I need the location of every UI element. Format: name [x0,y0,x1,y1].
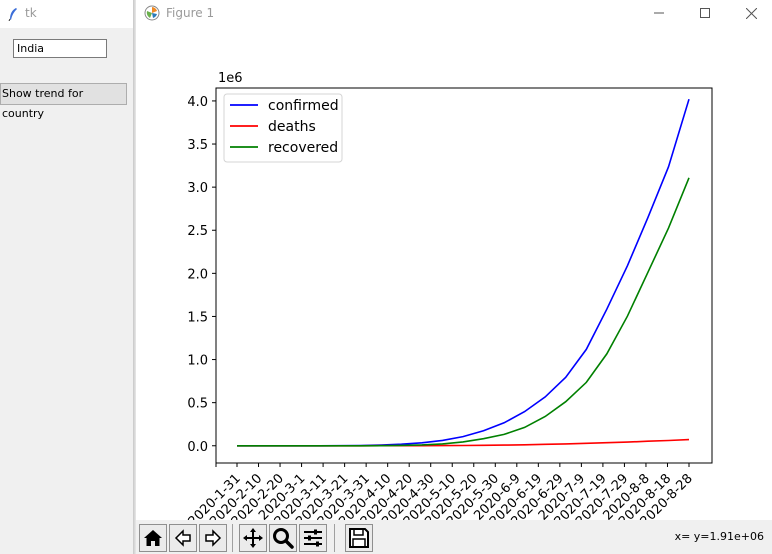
configure-subplots-button[interactable] [299,524,327,552]
save-button[interactable] [345,524,373,552]
y-tick-label: 3.5 [187,138,208,153]
tk-title: tk [25,6,37,20]
maximize-button[interactable] [682,0,728,26]
tk-window: tk India Show trend for country [0,0,135,554]
legend-label: recovered [268,140,338,156]
minimize-icon [654,12,664,14]
minimize-button[interactable] [636,0,682,26]
forward-button[interactable] [199,524,227,552]
show-trend-button[interactable]: Show trend for country [0,83,127,120]
y-offset-label: 1e6 [218,71,243,86]
tk-titlebar: tk [0,0,135,28]
figure-title: Figure 1 [166,6,215,20]
cursor-coordinates: x= y=1.91e+06 [674,530,764,543]
legend-box [223,93,343,163]
zoom-button[interactable] [269,524,297,552]
toolbar-separator [232,524,233,552]
legend-label: deaths [268,119,316,135]
series-line-recovered [237,177,690,447]
feather-icon [8,8,17,21]
y-tick-label: 4.0 [187,95,208,110]
home-button[interactable] [139,524,167,552]
toolbar-separator [334,524,335,552]
window-shadow [133,0,136,554]
y-tick-label: 3.0 [187,181,208,196]
pan-button[interactable] [239,524,267,552]
y-tick-label: 1.0 [187,354,208,369]
matplotlib-icon [144,5,160,21]
maximize-icon [700,8,710,18]
y-tick-label: 2.0 [187,267,208,282]
save-icon [349,528,369,548]
y-tick-label: 0.0 [187,440,208,455]
back-button[interactable] [169,524,197,552]
legend-label: confirmed [268,98,339,114]
figure-window: Figure 1 0.0 0.5 1.0 1.5 2.0 2.5 3.0 3.5 4.0 1e6 2… [136,0,772,554]
y-tick-label: 1.5 [187,310,208,325]
close-icon [745,7,757,19]
zoom-icon [273,528,294,549]
y-tick-label: 2.5 [187,224,208,239]
back-icon [174,529,191,547]
configure-subplots-icon [304,529,322,547]
pan-icon [243,528,263,548]
y-tick-label: 0.5 [187,397,208,412]
chart-canvas: 0.00.51.01.52.02.53.03.54.01e62020-1-312… [186,71,713,520]
figure-titlebar: Figure 1 [136,0,772,26]
navigation-toolbar: x= y=1.91e+06 [136,520,772,554]
home-icon [144,530,162,546]
forward-icon [205,529,222,547]
close-button[interactable] [728,0,772,26]
country-input[interactable]: India [13,39,107,58]
